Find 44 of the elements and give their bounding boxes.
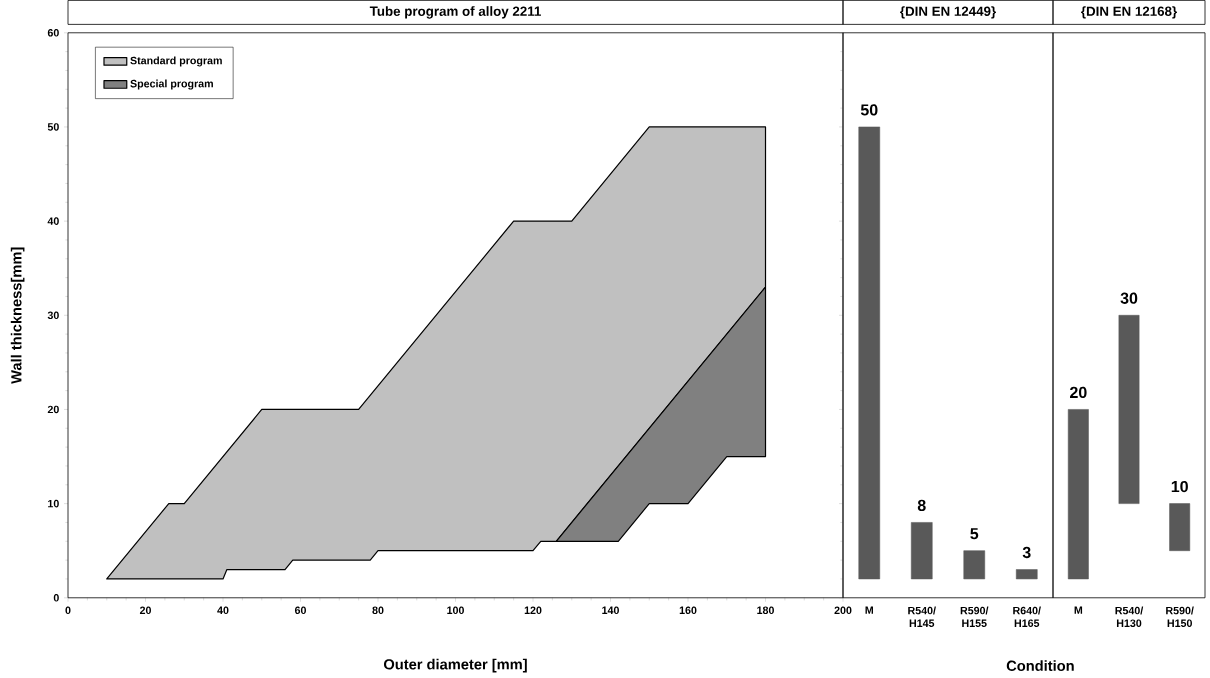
y-tick-label: 0 (53, 594, 59, 602)
x-tick-label: M (865, 606, 873, 614)
x-tick-label: 60 (294, 606, 306, 615)
data-label: 20 (1070, 386, 1087, 399)
y-tick-label: 30 (47, 311, 59, 320)
x-axis-title: Condition (1006, 660, 1074, 672)
x-tick-label: 0 (65, 606, 71, 615)
x-tick-label: 120 (524, 606, 542, 615)
y-tick-label: 20 (47, 405, 59, 414)
y-axis-title: Wall thickness[mm] (10, 247, 25, 384)
data-label: 10 (1171, 481, 1188, 493)
x-tick-label: 20 (139, 606, 151, 615)
data-label: 8 (917, 499, 926, 512)
chart-title: {DIN EN 12168} (1081, 6, 1177, 19)
legend-label: Standard program (130, 56, 222, 67)
chart-title: Tube program of alloy 2211 (369, 6, 541, 19)
x-axis-title: Outer diameter [mm] (383, 658, 527, 673)
x-tick-label: 40 (217, 606, 229, 615)
x-tick-label: 140 (602, 606, 619, 615)
x-tick-label: R590/H150 (1166, 606, 1194, 628)
x-tick-label: 180 (757, 606, 774, 615)
data-label: 3 (1022, 546, 1031, 559)
y-tick-label: 60 (47, 29, 59, 37)
y-tick-label: 10 (48, 499, 59, 508)
y-tick-label: 40 (47, 217, 59, 225)
data-label: 5 (970, 528, 979, 540)
x-tick-label: R590/H155 (960, 606, 989, 628)
legend-label: Special program (130, 79, 213, 90)
x-tick-label: R540/H130 (1115, 606, 1144, 628)
data-label: 50 (860, 104, 878, 116)
bar (910, 522, 933, 580)
y-tick-label: 50 (47, 123, 59, 131)
x-tick-label: 200 (834, 606, 852, 615)
x-tick-label: 80 (372, 606, 384, 615)
x-tick-label: M (1074, 606, 1083, 614)
bar (858, 126, 881, 580)
x-tick-label: R540/H145 (908, 606, 936, 628)
x-tick-label: 160 (679, 606, 697, 615)
x-tick-label: 100 (447, 606, 464, 615)
x-tick-label: R640/H165 (1013, 606, 1041, 628)
bar (963, 550, 986, 580)
chart-title: {DIN EN 12449} (900, 6, 996, 19)
bar (1015, 569, 1038, 580)
data-label: 30 (1120, 292, 1138, 305)
